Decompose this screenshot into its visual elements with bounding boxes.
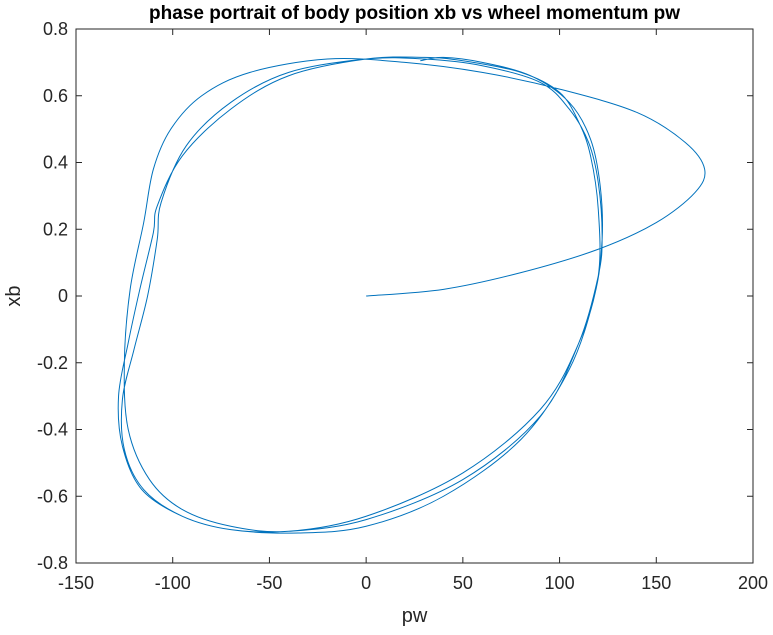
x-tick-label: 150 [641,573,671,593]
x-tick-label: 100 [545,573,575,593]
y-axis-ticks: -0.8 -0.6 -0.4 -0.2 0 0.2 0.4 0.6 0.8 [37,19,753,573]
y-tick-label: 0.2 [43,219,68,239]
x-tick-label: 50 [453,573,473,593]
x-tick-label: -100 [155,573,191,593]
x-axis-label: pw [402,605,428,627]
axes-box [75,28,754,564]
y-tick-label: -0.8 [37,553,68,573]
y-axis-label: xb [3,285,25,306]
y-tick-label: 0 [58,286,68,306]
chart-title: phase portrait of body position xb vs wh… [149,3,680,24]
y-tick-label: 0.6 [43,86,68,106]
y-tick-label: 0.8 [43,19,68,39]
x-tick-label: -50 [256,573,282,593]
y-tick-label: -0.2 [37,353,68,373]
x-tick-label: 200 [738,573,768,593]
x-axis-ticks: -150 -100 -50 0 50 100 150 200 [58,29,768,593]
y-tick-label: 0.4 [43,153,68,173]
data-layer [117,56,706,534]
y-tick-label: -0.4 [37,420,68,440]
x-tick-label: -150 [58,573,94,593]
y-tick-label: -0.6 [37,486,68,506]
plot-background [76,29,753,563]
trajectory-line [117,56,706,534]
x-tick-label: 0 [361,573,371,593]
